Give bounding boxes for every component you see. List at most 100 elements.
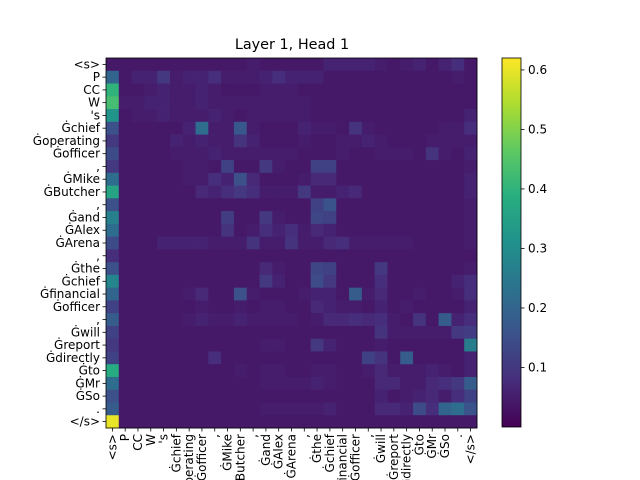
heatmap-cell [169, 58, 184, 72]
heatmap-cell [413, 58, 427, 72]
heatmap-cell [285, 83, 299, 97]
heatmap-cell [157, 96, 171, 110]
heatmap-cell [464, 185, 478, 199]
heatmap-cell [400, 236, 414, 250]
heatmap-cell [182, 338, 196, 352]
heatmap-cell [221, 262, 235, 276]
heatmap-cell [438, 58, 452, 72]
heatmap-cell [131, 287, 145, 301]
heatmap-cell [157, 389, 171, 403]
heatmap-cell [118, 96, 132, 110]
heatmap-cell [425, 58, 440, 72]
heatmap-cell [323, 198, 337, 212]
heatmap-cell [118, 185, 132, 199]
heatmap-cell [208, 338, 222, 352]
heatmap-cell [297, 415, 312, 429]
chart-title: Layer 1, Head 1 [235, 37, 349, 53]
heatmap-cell [387, 160, 401, 174]
heatmap-cell [118, 121, 132, 135]
heatmap-cell [233, 160, 248, 174]
heatmap-cell [233, 389, 248, 403]
heatmap-cell [425, 325, 440, 340]
heatmap-cell [182, 172, 196, 186]
heatmap-cell [285, 109, 299, 123]
heatmap-cell [195, 313, 209, 327]
heatmap-cell [233, 109, 248, 123]
heatmap-cell [310, 121, 324, 135]
heatmap-cell [131, 109, 145, 123]
heatmap-cell [106, 325, 120, 340]
heatmap-cell [451, 249, 465, 263]
heatmap-cell [221, 351, 235, 365]
heatmap-cell [106, 134, 120, 148]
heatmap-cell [323, 287, 337, 301]
heatmap-cell [259, 300, 273, 314]
heatmap-cell [349, 211, 363, 225]
heatmap-cell [374, 364, 388, 378]
heatmap-cell [387, 415, 401, 429]
heatmap-cell [221, 402, 235, 416]
heatmap-cell [106, 249, 120, 263]
heatmap-cell [310, 160, 324, 174]
heatmap-cell [157, 172, 171, 186]
heatmap-cell [387, 121, 401, 135]
heatmap-cell [323, 389, 337, 403]
heatmap-cell [272, 262, 286, 276]
heatmap-cell [400, 58, 414, 72]
heatmap-cell [169, 351, 184, 365]
heatmap-cell [438, 249, 452, 263]
heatmap-cell [246, 160, 260, 174]
heatmap-cell [144, 287, 158, 301]
heatmap-cell [233, 236, 248, 250]
heatmap-cell [233, 198, 248, 212]
heatmap-cell [336, 70, 350, 84]
heatmap-cell [323, 402, 337, 416]
y-tick-label: , [96, 198, 100, 212]
heatmap-cell [182, 70, 196, 84]
heatmap-cell [259, 58, 273, 72]
heatmap-cell [285, 402, 299, 416]
heatmap-cell [361, 83, 376, 97]
heatmap-cell [438, 236, 452, 250]
heatmap-cell [336, 300, 350, 314]
heatmap-cell [451, 134, 465, 148]
heatmap-cell [221, 109, 235, 123]
heatmap-cell [387, 364, 401, 378]
heatmap-cell [272, 198, 286, 212]
heatmap-cell [182, 325, 196, 340]
heatmap-cell [157, 376, 171, 391]
heatmap-cell [195, 70, 209, 84]
heatmap-cell [208, 402, 222, 416]
heatmap-cell [349, 83, 363, 97]
heatmap-cell [131, 198, 145, 212]
heatmap-cell [349, 376, 363, 391]
heatmap-cell [374, 121, 388, 135]
heatmap-cell [464, 313, 478, 327]
heatmap-cell [144, 376, 158, 391]
heatmap-cell [464, 147, 478, 161]
x-tick-label: Ġwill [372, 434, 388, 463]
heatmap-cell [157, 83, 171, 97]
heatmap-cell [323, 211, 337, 225]
heatmap-cell [310, 364, 324, 378]
colorbar-tick-label: 0.5 [528, 122, 547, 136]
heatmap-cell [208, 313, 222, 327]
heatmap-cell [349, 134, 363, 148]
heatmap-cell [310, 58, 324, 72]
x-tick-label: ĠMike [219, 434, 235, 471]
heatmap-cell [336, 185, 350, 199]
heatmap-cell [106, 83, 120, 97]
heatmap-cell [246, 83, 260, 97]
heatmap-cell [157, 287, 171, 301]
heatmap-cell [323, 415, 337, 429]
heatmap-cell [285, 376, 299, 391]
x-tick-label: Ġoperating [180, 434, 196, 480]
heatmap-cell [413, 185, 427, 199]
heatmap-cell [374, 274, 388, 289]
heatmap-cell [438, 262, 452, 276]
heatmap-cell [400, 313, 414, 327]
heatmap-cell [233, 134, 248, 148]
heatmap-cell [349, 364, 363, 378]
heatmap-cell [182, 121, 196, 135]
heatmap-cell [157, 300, 171, 314]
